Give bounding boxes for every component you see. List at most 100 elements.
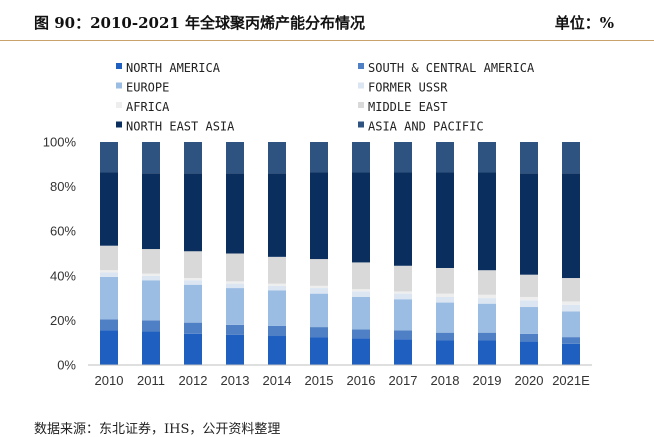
bar-segment-2019-0: [478, 340, 496, 365]
y-tick-label: 100%: [43, 135, 77, 150]
bar-segment-2012-4: [184, 278, 202, 281]
legend-label-4: AFRICA: [126, 100, 170, 114]
legend-label-2: EUROPE: [126, 81, 169, 95]
bar-segment-2021E-5: [562, 278, 580, 302]
legend-swatch-7: [358, 121, 364, 128]
bar-segment-2020-7: [520, 142, 538, 174]
bar-segment-2010-2: [100, 276, 118, 320]
bar-segment-2014-7: [268, 142, 286, 174]
legend-swatch-5: [358, 102, 364, 108]
y-tick-label: 80%: [50, 179, 76, 194]
bar-segment-2012-5: [184, 251, 202, 279]
bar-segment-2014-2: [268, 290, 286, 326]
bar-segment-2010-4: [100, 270, 118, 273]
bar-segment-2016-6: [352, 172, 370, 263]
y-tick-label: 20%: [50, 313, 76, 328]
legend-swatch-2: [116, 82, 122, 89]
bar-segment-2018-4: [436, 293, 454, 297]
x-tick-label: 2020: [515, 373, 544, 388]
bar-segment-2015-7: [310, 142, 328, 173]
bar-segment-2017-4: [394, 291, 412, 294]
bar-segment-2012-6: [184, 173, 202, 252]
title-bar: 图 90：2010-2021 年全球聚丙烯产能分布情况 单位：%: [0, 0, 654, 41]
bar-segment-2017-6: [394, 172, 412, 266]
bar-segment-2017-7: [394, 142, 412, 173]
legend-label-1: SOUTH & CENTRAL AMERICA: [368, 61, 535, 75]
bar-segment-2013-2: [226, 288, 244, 325]
bar-segment-2017-5: [394, 265, 412, 292]
bar-segment-2011-2: [142, 280, 160, 321]
bar-segment-2013-5: [226, 253, 244, 282]
bar-segment-2020-4: [520, 296, 538, 301]
bar-segment-2016-0: [352, 338, 370, 365]
bar-segment-2017-3: [394, 293, 412, 300]
unit-label: 单位：%: [554, 14, 614, 32]
y-axis: 0% 20% 40% 60% 80% 100%: [43, 135, 77, 373]
bar-segment-2019-2: [478, 303, 496, 333]
bar-segment-2010-6: [100, 172, 118, 246]
bar-segment-2017-0: [394, 339, 412, 365]
legend: NORTH AMERICA SOUTH & CENTRAL AMERICA EURO…: [116, 61, 535, 134]
bar-segment-2013-0: [226, 334, 244, 365]
bar-segment-2020-3: [520, 300, 538, 308]
x-tick-label: 2014: [263, 373, 292, 388]
legend-swatch-1: [358, 63, 364, 69]
y-tick-label: 60%: [50, 224, 76, 239]
bar-segment-2012-1: [184, 322, 202, 334]
bar-segment-2012-2: [184, 284, 202, 323]
bar-segment-2014-1: [268, 325, 286, 337]
bar-segment-2011-7: [142, 142, 160, 174]
bar-segment-2018-6: [436, 172, 454, 268]
legend-label-7: ASIA AND PACIFIC: [368, 120, 484, 134]
x-tick-label: 2021E: [552, 373, 590, 388]
legend-swatch-4: [116, 102, 122, 108]
x-tick-label: 2010: [95, 373, 124, 388]
y-tick-label: 0%: [57, 358, 76, 373]
bar-segment-2018-7: [436, 142, 454, 173]
bar-segment-2017-1: [394, 330, 412, 340]
source-note: 数据来源：东北证券，IHS，公开资料整理: [34, 422, 281, 437]
x-tick-label: 2018: [431, 373, 460, 388]
bar-segment-2019-3: [478, 298, 496, 304]
bar-segment-2021E-2: [562, 311, 580, 338]
bar-segment-2017-2: [394, 299, 412, 331]
bar-segment-2016-3: [352, 291, 370, 297]
bar-segment-2015-0: [310, 337, 328, 365]
bar-segment-2014-3: [268, 285, 286, 291]
bar-segment-2021E-3: [562, 304, 580, 312]
bar-segment-2016-1: [352, 329, 370, 339]
bar-segment-2019-4: [478, 294, 496, 299]
bar-segment-2021E-0: [562, 343, 580, 365]
bar-segment-2021E-4: [562, 301, 580, 305]
x-tick-label: 2012: [179, 373, 208, 388]
bar-segment-2015-4: [310, 285, 328, 289]
bar-segment-2016-7: [352, 142, 370, 173]
x-tick-label: 2015: [305, 373, 334, 388]
bar-segment-2013-1: [226, 324, 244, 335]
y-tick-label: 40%: [50, 268, 76, 283]
bar-segment-2018-3: [436, 296, 454, 303]
bar-segment-2014-0: [268, 336, 286, 365]
bar-segment-2018-0: [436, 340, 454, 365]
x-tick-label: 2017: [389, 373, 418, 388]
bar-segment-2021E-6: [562, 173, 580, 279]
x-tick-label: 2019: [473, 373, 502, 388]
bar-segment-2015-5: [310, 259, 328, 286]
bar-segment-2019-7: [478, 142, 496, 173]
bar-segment-2013-6: [226, 173, 244, 254]
bar-segment-2015-6: [310, 172, 328, 260]
bar-segment-2014-5: [268, 256, 286, 284]
bar-segment-2011-6: [142, 173, 160, 250]
bar-segment-2016-2: [352, 296, 370, 330]
bar-segment-2011-5: [142, 249, 160, 274]
bar-segment-2012-3: [184, 280, 202, 285]
bar-segment-2020-1: [520, 333, 538, 342]
bar-segment-2011-0: [142, 331, 160, 365]
bar-segment-2011-1: [142, 320, 160, 332]
x-axis: 2010 2011 2012 2013 2014 2015 2016 2017 2018 2019…: [88, 364, 592, 388]
bar-segment-2019-1: [478, 332, 496, 341]
bar-segment-2015-2: [310, 293, 328, 328]
x-tick-label: 2016: [347, 373, 376, 388]
x-tick-label: 2011: [137, 373, 165, 388]
